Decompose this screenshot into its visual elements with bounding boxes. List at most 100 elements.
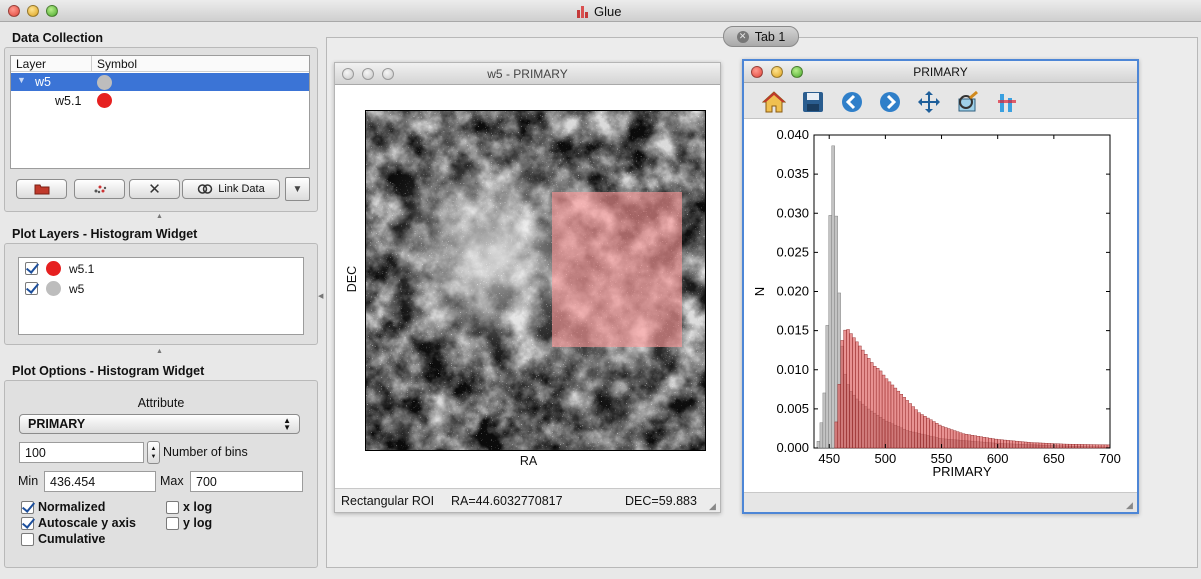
resize-grip-icon[interactable]: ◢: [709, 501, 716, 511]
minimize-window-button[interactable]: [27, 5, 39, 17]
disclosure-triangle-icon[interactable]: ▼: [17, 75, 26, 85]
histogram-bar-w5.1: [902, 397, 906, 449]
resize-grip-icon[interactable]: ◢: [1126, 500, 1133, 510]
minimize-window-button[interactable]: [771, 66, 783, 78]
save-icon[interactable]: [801, 90, 825, 114]
layer-color-swatch[interactable]: [46, 261, 61, 276]
histogram-status-bar: ◢: [744, 492, 1137, 512]
min-input[interactable]: 436.454: [44, 471, 156, 492]
minimize-window-button[interactable]: [362, 68, 374, 80]
attribute-label: Attribute: [137, 396, 185, 410]
zoom-window-button[interactable]: [382, 68, 394, 80]
histogram-bar-w5.1: [1095, 444, 1099, 449]
histogram-bar-w5.1: [1032, 442, 1037, 449]
layer-color-swatch[interactable]: [46, 281, 61, 296]
histogram-bar-w5.1: [1089, 444, 1093, 449]
x-tick-label: 700: [1099, 451, 1121, 466]
link-data-button[interactable]: Link Data: [182, 179, 280, 199]
stepper-down-icon[interactable]: ▼: [150, 453, 157, 460]
bins-input[interactable]: 100: [19, 442, 144, 463]
histogram-bar-w5.1: [949, 429, 954, 449]
histogram-bar-w5.1: [1029, 442, 1034, 449]
column-symbol[interactable]: Symbol: [97, 57, 138, 71]
glue-app-icon: [577, 6, 588, 18]
plot-layers-heading: Plot Layers - Histogram Widget: [12, 227, 198, 241]
histogram-bar-w5.1: [837, 384, 841, 449]
zoom-rect-icon[interactable]: [956, 90, 980, 114]
layer-visible-checkbox[interactable]: [25, 282, 38, 295]
new-subset-button[interactable]: [74, 179, 125, 199]
autoscale-checkbox[interactable]: [21, 516, 34, 530]
configure-subplots-icon[interactable]: [995, 90, 1019, 114]
close-window-button[interactable]: [8, 5, 20, 17]
attribute-select[interactable]: PRIMARY ▲ ▼: [19, 414, 300, 434]
astronomy-image[interactable]: [365, 110, 706, 451]
autoscale-option[interactable]: Autoscale y axis: [21, 516, 136, 530]
status-ra: RA=44.6032770817: [451, 494, 563, 508]
histogram-bar-w5.1: [1006, 440, 1010, 449]
rectangular-roi-selection[interactable]: [552, 192, 682, 347]
bins-stepper[interactable]: ▲ ▼: [147, 441, 160, 464]
x-axis-label: PRIMARY: [933, 464, 992, 479]
tab-1[interactable]: ✕ Tab 1: [723, 26, 799, 47]
delete-button[interactable]: ✕: [129, 179, 180, 199]
stepper-up-icon[interactable]: ▲: [150, 445, 157, 452]
splitter-handle-icon[interactable]: ◀: [318, 293, 324, 300]
layer-visible-checkbox[interactable]: [25, 262, 38, 275]
histogram-bar-w5.1: [1035, 442, 1040, 449]
histogram-bar-w5.1: [858, 345, 862, 449]
cumulative-option[interactable]: Cumulative: [21, 532, 105, 546]
histogram-bar-w5.1: [887, 381, 892, 449]
close-tab-icon[interactable]: ✕: [736, 30, 749, 43]
max-input[interactable]: 700: [190, 471, 303, 492]
histogram-bar-w5.1: [1062, 443, 1066, 449]
histogram-bar-w5.1: [1083, 444, 1087, 449]
home-icon[interactable]: [762, 90, 786, 114]
forward-arrow-icon[interactable]: [878, 90, 902, 114]
tree-row-w5-1[interactable]: w5.1: [11, 91, 309, 109]
histogram-bar-w5.1: [929, 419, 933, 449]
histogram-bar-w5.1: [855, 341, 859, 449]
splitter-handle-icon[interactable]: ▲: [156, 348, 163, 355]
title-bar: Glue: [0, 0, 1201, 22]
open-data-button[interactable]: [16, 179, 67, 199]
xlog-checkbox[interactable]: [166, 500, 179, 514]
tree-row-w5[interactable]: ▼ w5: [11, 73, 309, 91]
plot-layers-panel: w5.1 w5: [4, 243, 318, 345]
y-tick-label: 0.040: [776, 127, 809, 142]
histogram-bar-w5.1: [976, 436, 980, 449]
layer-item-w5-1[interactable]: w5.1: [25, 261, 94, 276]
splitter-handle-icon[interactable]: ▲: [156, 213, 163, 220]
zoom-window-button[interactable]: [791, 66, 803, 78]
histogram-bar-w5: [831, 145, 835, 449]
histogram-bar-w5.1: [932, 421, 936, 449]
cumulative-checkbox[interactable]: [21, 532, 34, 546]
pan-move-icon[interactable]: [917, 90, 941, 114]
status-dec: DEC=59.883: [625, 494, 697, 508]
zoom-window-button[interactable]: [46, 5, 58, 17]
histogram-bar-w5.1: [875, 368, 880, 449]
close-window-button[interactable]: [342, 68, 354, 80]
normalized-checkbox[interactable]: [21, 500, 34, 514]
close-window-button[interactable]: [751, 66, 763, 78]
symbol-dot-w5-1[interactable]: [97, 93, 112, 108]
back-arrow-icon[interactable]: [840, 90, 864, 114]
bins-label: Number of bins: [163, 445, 248, 459]
xlog-option[interactable]: x log: [166, 500, 212, 514]
ylog-checkbox[interactable]: [166, 516, 179, 530]
layer-item-w5[interactable]: w5: [25, 281, 84, 296]
histogram-bar-w5: [822, 392, 827, 449]
symbol-dot-w5[interactable]: [97, 75, 112, 90]
histogram-bar-w5.1: [870, 362, 874, 449]
y-tick-label: 0.005: [776, 401, 809, 416]
histogram-bar-w5.1: [864, 354, 868, 449]
image-y-label: DEC: [345, 265, 360, 293]
column-layer[interactable]: Layer: [16, 57, 47, 71]
normalized-option[interactable]: Normalized: [21, 500, 105, 514]
histogram-bar-w5.1: [1041, 442, 1046, 449]
histogram-bar-w5.1: [896, 390, 901, 449]
histogram-plot[interactable]: 0.000 0.005 0.010 0.015 0.020 0.025 0.030 0.035…: [744, 120, 1137, 486]
ylog-option[interactable]: y log: [166, 516, 212, 530]
more-options-button[interactable]: ▼: [285, 177, 310, 201]
layer-item-label: w5.1: [69, 261, 95, 276]
